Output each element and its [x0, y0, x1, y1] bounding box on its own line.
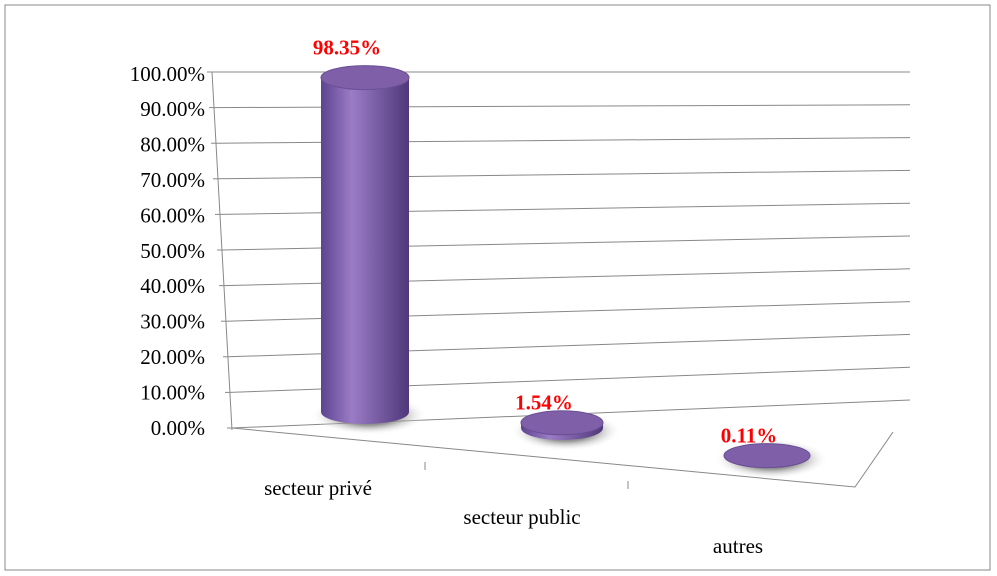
x-tick-label: autres: [713, 534, 763, 558]
bar-top: [723, 443, 811, 469]
y-tick-label: 80.00%: [140, 133, 205, 157]
y-tick-label: 0.00%: [151, 416, 205, 440]
y-tick-label: 100.00%: [130, 62, 205, 86]
y-tick-label: 20.00%: [140, 345, 205, 369]
bar-top: [520, 410, 604, 436]
y-tick-label: 10.00%: [140, 380, 205, 404]
x-tick-label: secteur privé: [264, 476, 372, 500]
y-tick-label: 90.00%: [140, 97, 205, 121]
value-label: 98.35%: [313, 35, 381, 59]
y-axis: [211, 71, 233, 431]
bar-bottom: [321, 400, 409, 424]
value-label: 1.54%: [515, 391, 573, 415]
y-tick-label: 70.00%: [140, 168, 205, 192]
y-tick-label: 30.00%: [140, 310, 205, 334]
frame: [4, 4, 991, 571]
y-tick-label: 60.00%: [140, 203, 205, 227]
y-tick-label: 50.00%: [140, 239, 205, 263]
bar: [321, 77, 409, 413]
bar-top: [320, 65, 410, 91]
value-label: 0.11%: [721, 423, 778, 447]
y-tick-label: 40.00%: [140, 274, 205, 298]
x-tick-label: secteur public: [463, 505, 580, 529]
floor-edge: [231, 427, 894, 488]
